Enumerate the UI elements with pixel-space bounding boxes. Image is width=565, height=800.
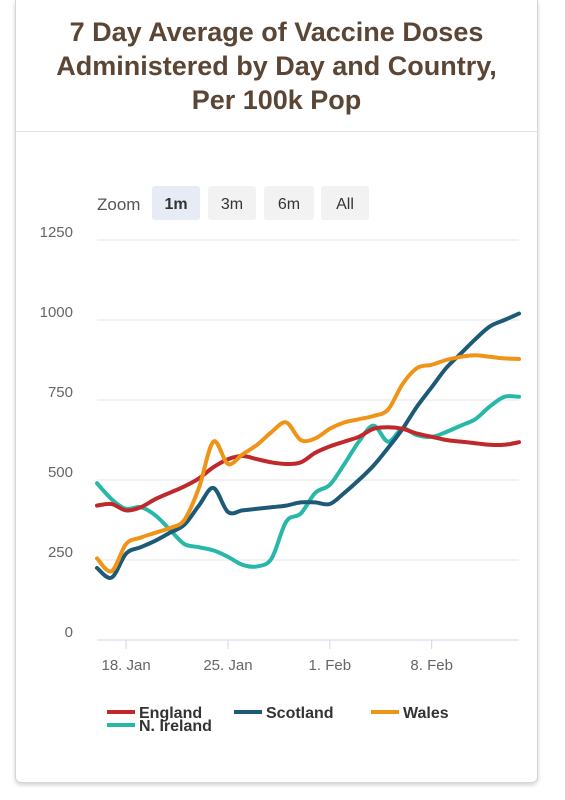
series-line-n-ireland[interactable] — [95, 394, 521, 569]
x-tick-label: 1. Feb — [309, 657, 352, 674]
legend-label: N. Ireland — [139, 718, 212, 735]
x-axis: 18. Jan 25. Jan 1. Feb 8. Feb — [101, 640, 453, 674]
zoom-button-label: 1m — [164, 196, 187, 213]
series-line-scotland[interactable] — [95, 311, 521, 580]
legend: England Scotland Wales N. Ireland — [107, 705, 449, 735]
zoom-button-bg — [321, 186, 369, 220]
x-tick-label: 18. Jan — [101, 657, 150, 674]
y-tick-label: 1250 — [40, 224, 73, 241]
zoom-button-bg — [152, 186, 200, 220]
chart-card: 7 Day Average of Vaccine Doses Administe… — [15, 0, 538, 783]
zoom-button-bg — [208, 186, 256, 220]
y-tick-label: 1000 — [40, 304, 73, 321]
zoom-button-label: 6m — [278, 196, 300, 213]
y-tick-label: 0 — [65, 624, 73, 641]
legend-item-england[interactable]: England — [107, 705, 202, 722]
legend-item-scotland[interactable]: Scotland — [234, 705, 334, 722]
zoom-button-all[interactable]: All — [321, 186, 369, 220]
legend-label: Scotland — [266, 705, 334, 722]
legend-label: England — [139, 705, 202, 722]
series-line-england[interactable] — [95, 425, 521, 513]
legend-label: Wales — [403, 705, 449, 722]
series-line-wales[interactable] — [95, 353, 521, 574]
chart-area: Zoom 1m 3m 6m All 0 250 500 750 1000 1250 18. Jan… — [16, 133, 539, 773]
legend-item-wales[interactable]: Wales — [371, 705, 449, 722]
y-tick-label: 250 — [48, 544, 73, 561]
grid-lines — [97, 239, 519, 641]
legend-item-n-ireland[interactable]: N. Ireland — [107, 718, 212, 735]
x-tick-label: 8. Feb — [410, 657, 453, 674]
chart-title: 7 Day Average of Vaccine Doses Administe… — [56, 16, 497, 115]
zoom-controls: Zoom 1m 3m 6m All — [97, 186, 369, 220]
card-header: 7 Day Average of Vaccine Doses Administe… — [16, 0, 537, 132]
x-tick-label: 25. Jan — [203, 657, 252, 674]
zoom-button-1m[interactable]: 1m — [152, 186, 200, 220]
zoom-button-bg — [264, 186, 314, 220]
zoom-button-6m[interactable]: 6m — [264, 186, 314, 220]
y-axis: 0 250 500 750 1000 1250 — [40, 224, 73, 641]
series-lines — [95, 311, 521, 580]
zoom-button-label: All — [336, 196, 354, 213]
y-tick-label: 500 — [48, 464, 73, 481]
zoom-label: Zoom — [97, 195, 140, 214]
zoom-button-3m[interactable]: 3m — [208, 186, 256, 220]
zoom-button-label: 3m — [221, 196, 243, 213]
y-tick-label: 750 — [48, 384, 73, 401]
